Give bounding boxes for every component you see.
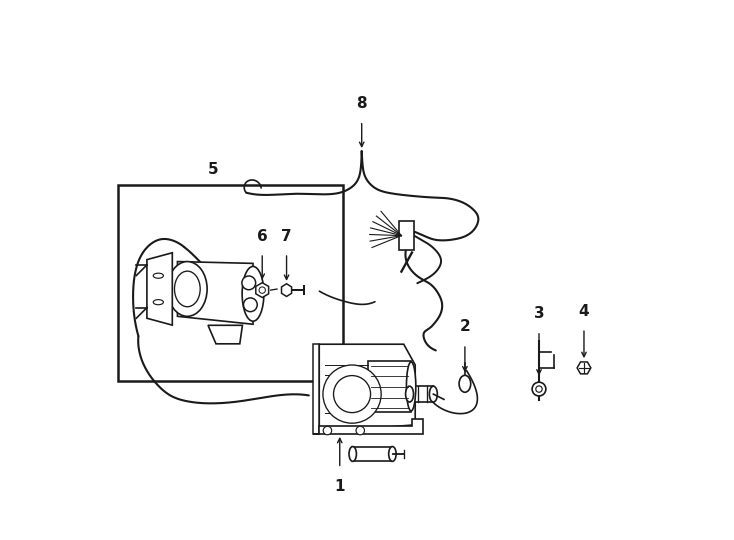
Ellipse shape <box>153 273 164 278</box>
Ellipse shape <box>406 386 413 402</box>
Bar <box>410 386 433 402</box>
Ellipse shape <box>242 266 264 321</box>
Text: 1: 1 <box>335 479 345 494</box>
Text: 4: 4 <box>578 303 589 319</box>
Circle shape <box>356 426 365 435</box>
Ellipse shape <box>389 447 396 461</box>
Ellipse shape <box>407 362 415 411</box>
Text: 5: 5 <box>208 163 219 177</box>
Circle shape <box>536 386 542 392</box>
Circle shape <box>242 276 255 290</box>
Polygon shape <box>577 362 591 374</box>
Text: 6: 6 <box>257 228 268 244</box>
Circle shape <box>259 287 266 293</box>
Circle shape <box>323 365 381 423</box>
Text: 2: 2 <box>459 319 470 334</box>
Text: 7: 7 <box>281 228 292 244</box>
Circle shape <box>244 298 257 312</box>
Ellipse shape <box>429 386 437 402</box>
Ellipse shape <box>349 447 357 461</box>
Ellipse shape <box>167 261 207 316</box>
Text: 8: 8 <box>357 96 367 111</box>
Polygon shape <box>256 283 269 298</box>
Circle shape <box>333 376 371 413</box>
Bar <box>353 447 393 461</box>
Bar <box>399 221 414 251</box>
Polygon shape <box>208 325 242 344</box>
Polygon shape <box>313 344 319 434</box>
Circle shape <box>323 426 332 435</box>
Bar <box>368 361 411 411</box>
Bar <box>118 185 344 381</box>
Text: 3: 3 <box>534 306 545 321</box>
Polygon shape <box>319 344 415 433</box>
Polygon shape <box>313 418 424 434</box>
Ellipse shape <box>153 300 164 305</box>
Ellipse shape <box>459 375 470 392</box>
Polygon shape <box>178 261 253 324</box>
Circle shape <box>532 382 546 396</box>
Polygon shape <box>282 284 291 296</box>
Polygon shape <box>147 253 172 325</box>
Ellipse shape <box>175 271 200 307</box>
